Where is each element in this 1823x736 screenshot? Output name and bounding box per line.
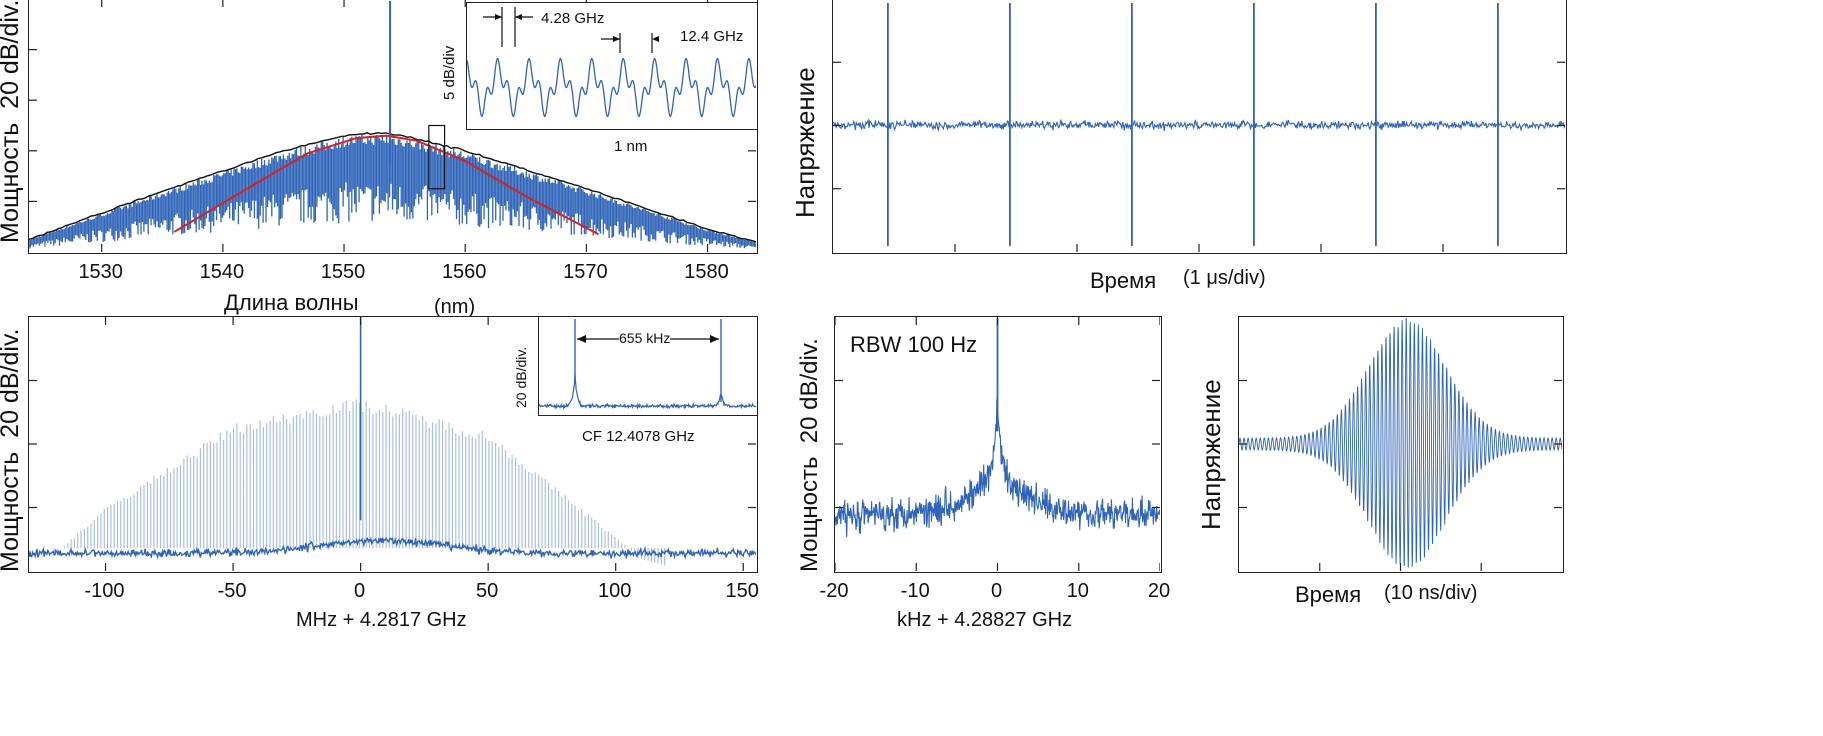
optical-x-unit: (nm) bbox=[434, 296, 476, 318]
optical-inset-plot bbox=[467, 7, 756, 118]
pulse-train-frame bbox=[832, 0, 1567, 254]
rf-comb-xtick-label: -100 bbox=[84, 580, 125, 602]
single-pulse-trace bbox=[1239, 317, 1562, 569]
optical-inset-trace bbox=[467, 57, 756, 118]
rf-inset-annotation: 655 kHz bbox=[619, 330, 671, 346]
rf-inset-x-label: CF 12.4078 GHz bbox=[582, 428, 695, 445]
rf-inset-y-label: 20 dB/div. bbox=[513, 346, 529, 408]
single-pulse-frame bbox=[1238, 316, 1564, 573]
optical-xtick-label: 1570 bbox=[563, 261, 608, 283]
optical-xtick-label: 1580 bbox=[684, 261, 729, 283]
rf-comb-panel: Мощность 20 dB/div. -100 -50 0 50 100 150 MHz… bbox=[0, 310, 770, 736]
pulse-train-noise bbox=[833, 118, 1565, 132]
pulse-train-x-unit: (1 μs/div) bbox=[1183, 267, 1266, 289]
rf-beat-plot bbox=[835, 317, 1160, 571]
pulse-train-plot bbox=[833, 3, 1565, 252]
optical-comb-lines bbox=[29, 134, 756, 249]
inset-period-head-right bbox=[652, 36, 659, 42]
single-pulse-x-label: Время bbox=[1295, 582, 1362, 607]
rf-beat-xtick-label: -20 bbox=[819, 580, 849, 602]
optical-xtick-label: 1540 bbox=[199, 261, 245, 283]
single-pulse-x-unit: (10 ns/div) bbox=[1384, 582, 1478, 604]
rf-comb-xtick-label: 50 bbox=[476, 580, 499, 602]
rf-beat-x-label: kHz + 4.28827 GHz bbox=[897, 609, 1073, 631]
rf-comb-xtick-label: 100 bbox=[598, 580, 632, 602]
optical-y-label: Мощность 20 dB/div. bbox=[0, 0, 24, 243]
rf-beat-xtick-label: 0 bbox=[990, 580, 1003, 602]
inset-annotation-fsr: 4.28 GHz bbox=[541, 10, 605, 27]
rbw-label: RBW 100 Hz bbox=[850, 332, 978, 357]
single-pulse-plot bbox=[1239, 317, 1562, 571]
rf-comb-xtick-label: 150 bbox=[725, 580, 759, 602]
rf-comb-xtick-label: 0 bbox=[354, 580, 366, 602]
rf-beat-panel: RBW 100 Hz Мощность 20 dB/div. -20 -10 0 10… bbox=[790, 310, 1180, 736]
single-pulse-panel: Напряжение Время (10 ns/div) bbox=[1190, 310, 1823, 736]
pulse-train-y-label: Напряжение bbox=[790, 67, 820, 218]
rf-beat-xtick-label: -10 bbox=[900, 580, 930, 602]
rf-inset-arrowhead-right bbox=[710, 335, 719, 343]
rf-inset-trace bbox=[539, 375, 756, 411]
inset-arrowhead-right bbox=[515, 14, 522, 20]
optical-inset-y-label: 5 dB/div bbox=[441, 45, 458, 100]
single-pulse-y-label: Напряжение bbox=[1196, 379, 1226, 530]
optical-inset-x-label: 1 nm bbox=[614, 138, 648, 155]
optical-xtick-label: 1550 bbox=[320, 261, 366, 283]
rf-comb-y-label: Мощность 20 dB/div. bbox=[0, 328, 24, 573]
optical-x-label: Длина волны bbox=[224, 290, 359, 315]
rf-beat-y-label: Мощность 20 dB/div. bbox=[796, 338, 823, 572]
inset-arrowhead-left bbox=[495, 14, 502, 20]
optical-fit-curve bbox=[173, 134, 599, 236]
optical-inset-frame bbox=[466, 2, 758, 130]
rf-beat-xtick-label: 10 bbox=[1066, 580, 1089, 602]
rf-comb-teeth bbox=[53, 399, 666, 566]
optical-zoom-box bbox=[428, 124, 446, 190]
optical-xtick-label: 1530 bbox=[78, 261, 123, 283]
optical-envelope bbox=[29, 131, 756, 243]
rf-comb-noise-floor bbox=[29, 536, 756, 560]
inset-annotation-period: 12.4 GHz bbox=[680, 28, 744, 45]
pulse-train-panel: Напряжение Время (1 μs/div) bbox=[780, 0, 1823, 300]
rf-beat-frame bbox=[834, 316, 1162, 573]
optical-spectrum-panel: Мощность 20 dB/div. 1530 1540 1550 1560 1570… bbox=[0, 0, 770, 330]
inset-period-head-left bbox=[613, 36, 620, 42]
rf-comb-x-label: MHz + 4.2817 GHz bbox=[296, 609, 467, 631]
pulse-train-x-label: Время bbox=[1090, 268, 1157, 293]
rf-comb-xtick-label: -50 bbox=[217, 580, 247, 602]
rf-beat-xtick-label: 20 bbox=[1147, 580, 1171, 602]
optical-xtick-label: 1560 bbox=[441, 261, 487, 283]
rf-inset-arrowhead-left bbox=[577, 335, 586, 343]
